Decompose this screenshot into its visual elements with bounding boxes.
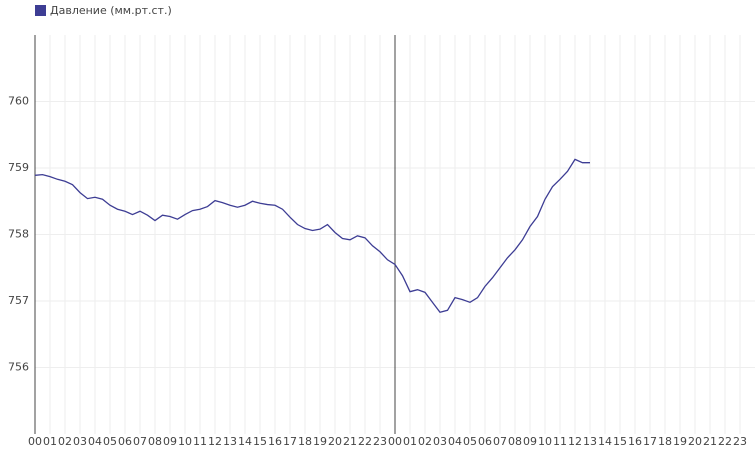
x-tick-label: 11	[193, 435, 207, 448]
y-tick-label: 758	[8, 228, 29, 241]
x-tick-label: 00	[28, 435, 42, 448]
x-tick-label: 04	[88, 435, 102, 448]
x-tick-label: 15	[253, 435, 267, 448]
x-tick-label: 18	[658, 435, 672, 448]
x-tick-label: 14	[598, 435, 612, 448]
x-tick-label: 09	[163, 435, 177, 448]
x-tick-label: 11	[553, 435, 567, 448]
x-tick-label: 22	[358, 435, 372, 448]
x-tick-label: 00	[388, 435, 402, 448]
x-tick-label: 02	[418, 435, 432, 448]
x-tick-label: 16	[268, 435, 282, 448]
y-tick-label: 760	[8, 95, 29, 108]
x-tick-label: 18	[298, 435, 312, 448]
x-tick-label: 02	[58, 435, 72, 448]
line	[34, 158, 590, 314]
x-tick-label: 09	[523, 435, 537, 448]
x-tick-label: 05	[463, 435, 477, 448]
y-tick-label: 756	[8, 361, 29, 374]
x-tick-label: 12	[568, 435, 582, 448]
x-tick-label: 19	[313, 435, 327, 448]
x-tick-label: 17	[643, 435, 657, 448]
x-tick-label: 06	[118, 435, 132, 448]
x-tick-label: 01	[403, 435, 417, 448]
x-tick-label: 05	[103, 435, 117, 448]
y-tick-label: 757	[8, 294, 29, 307]
x-tick-label: 23	[733, 435, 747, 448]
x-tick-label: 19	[673, 435, 687, 448]
x-tick-label: 03	[73, 435, 87, 448]
x-tick-label: 08	[508, 435, 522, 448]
x-tick-label: 17	[283, 435, 297, 448]
x-tick-label: 15	[613, 435, 627, 448]
x-tick-label: 01	[43, 435, 57, 448]
x-tick-label: 07	[493, 435, 507, 448]
x-tick-label: 20	[688, 435, 702, 448]
x-tick-label: 07	[133, 435, 147, 448]
x-tick-label: 08	[148, 435, 162, 448]
x-tick-label: 23	[373, 435, 387, 448]
y-tick-label: 759	[8, 161, 29, 174]
x-tick-label: 14	[238, 435, 252, 448]
x-tick-label: 12	[208, 435, 222, 448]
x-tick-label: 10	[538, 435, 552, 448]
legend-swatch	[35, 5, 46, 16]
legend-label: Давление (мм.рт.ст.)	[50, 4, 172, 17]
x-tick-label: 04	[448, 435, 462, 448]
x-tick-label: 03	[433, 435, 447, 448]
x-tick-label: 13	[223, 435, 237, 448]
x-tick-label: 21	[703, 435, 717, 448]
x-tick-label: 21	[343, 435, 357, 448]
x-tick-label: 16	[628, 435, 642, 448]
x-tick-label: 10	[178, 435, 192, 448]
x-tick-label: 22	[718, 435, 732, 448]
x-tick-label: 13	[583, 435, 597, 448]
x-tick-label: 20	[328, 435, 342, 448]
x-tick-label: 06	[478, 435, 492, 448]
